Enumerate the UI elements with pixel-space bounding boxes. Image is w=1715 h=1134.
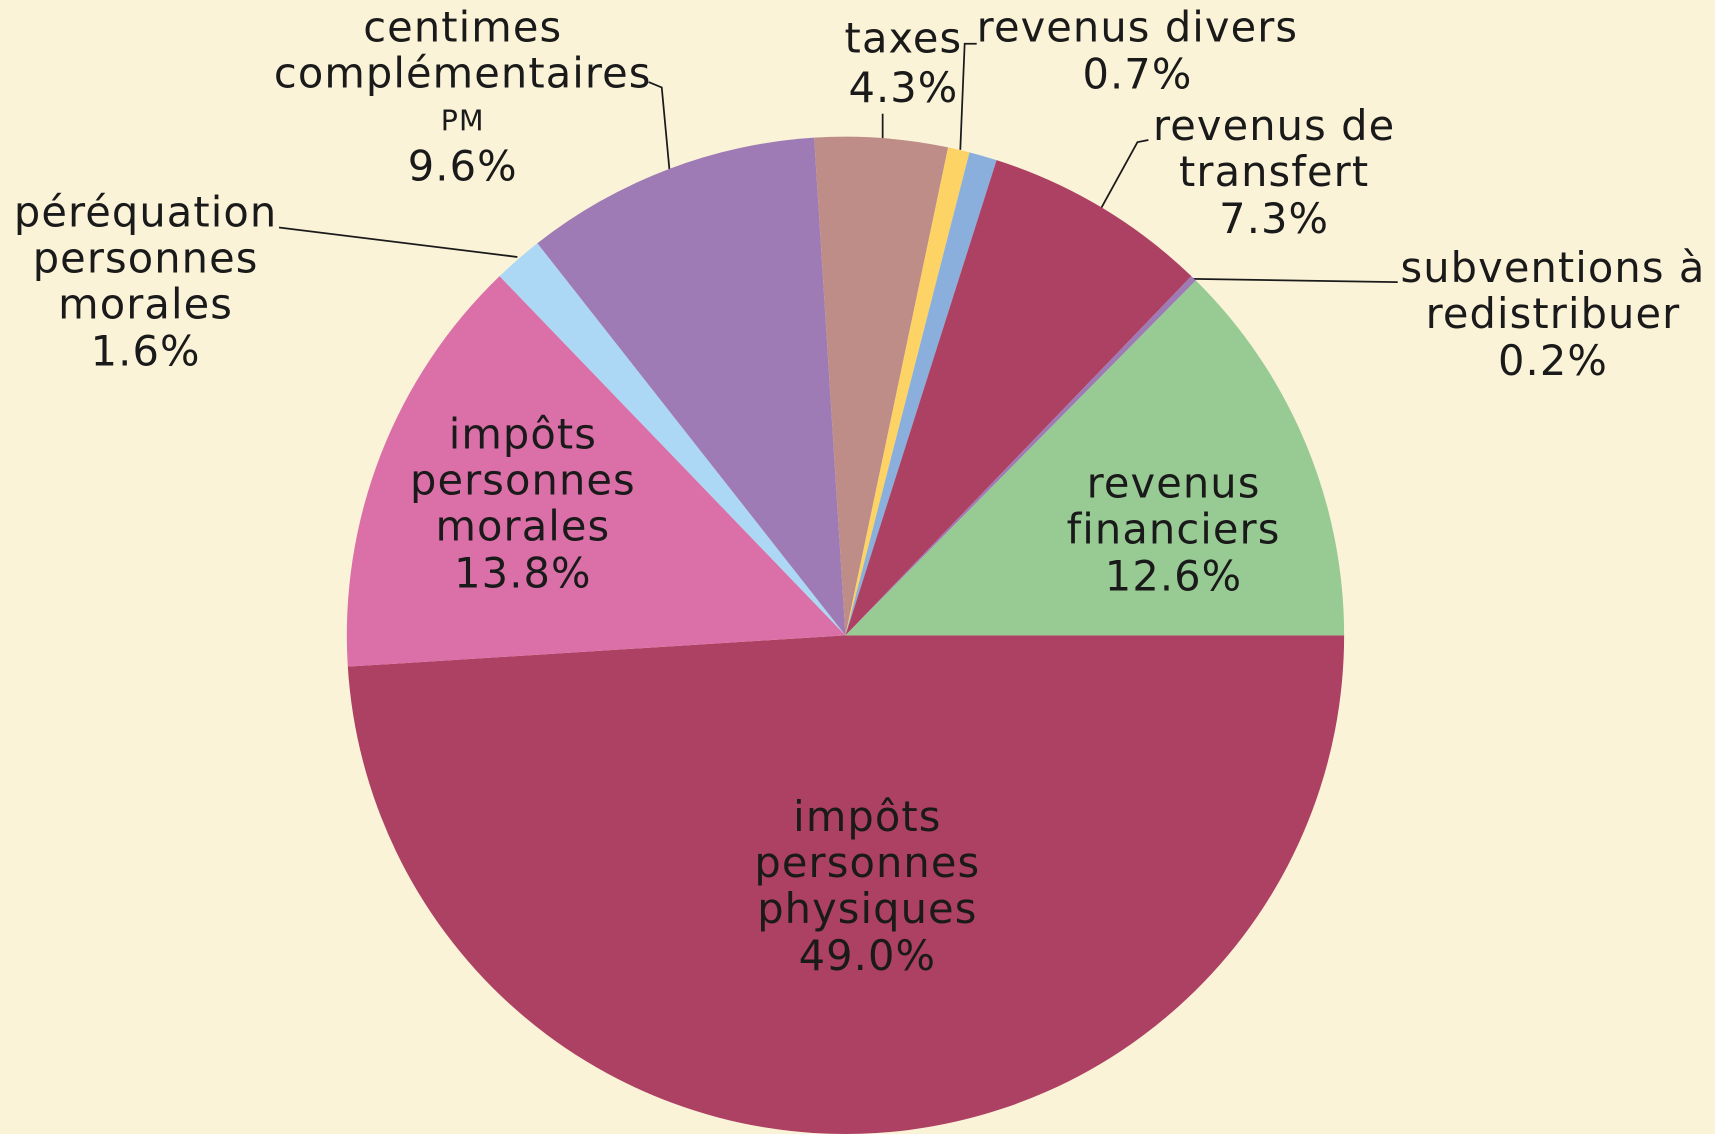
- value-label: 0.7%: [1082, 50, 1192, 99]
- slice-label: morales: [435, 501, 610, 550]
- leader-line: [648, 81, 671, 170]
- slice-label: PM: [441, 104, 485, 137]
- leader-line: [278, 226, 518, 258]
- value-label: 12.6%: [1105, 552, 1242, 601]
- slice-label: personnes: [410, 455, 636, 504]
- pie-slice: [499, 243, 846, 636]
- leader-line: [959, 42, 977, 150]
- slice-label: revenus divers: [977, 3, 1298, 52]
- slice-label: revenus de: [1153, 101, 1395, 150]
- pie-slice: [845, 276, 1196, 636]
- pie-slice: [845, 152, 997, 636]
- value-label: 9.6%: [408, 141, 518, 190]
- slice-label: redistribuer: [1426, 289, 1681, 338]
- slice-label: personnes: [33, 233, 259, 282]
- slice-label: personnes: [754, 838, 980, 887]
- slice-label: subventions à: [1401, 243, 1706, 292]
- slice-label: revenus: [1087, 459, 1261, 508]
- slice-label: physiques: [757, 884, 977, 933]
- pie-slice: [537, 137, 846, 636]
- value-label: 13.8%: [454, 548, 591, 597]
- slice-label: morales: [58, 279, 233, 328]
- pie-slice: [845, 280, 1345, 636]
- value-label: 1.6%: [91, 326, 201, 375]
- slice-label: centimes: [363, 3, 562, 52]
- slice-label: complémentaires: [274, 49, 652, 98]
- pie-slice: [845, 160, 1192, 636]
- slice-label: financiers: [1067, 505, 1281, 554]
- slice-label: impôts: [449, 409, 597, 458]
- value-label: 4.3%: [848, 63, 958, 112]
- leader-line: [1192, 277, 1398, 284]
- value-label: 0.2%: [1498, 336, 1608, 385]
- value-label: 49.0%: [799, 931, 936, 980]
- pie-slice: [347, 635, 1345, 1134]
- pie-slice: [346, 276, 846, 667]
- pie-slice: [845, 147, 970, 636]
- leader-line: [1100, 139, 1149, 209]
- slice-label: péréquation: [14, 187, 277, 236]
- slice-label: taxes: [845, 14, 963, 63]
- slice-label: impôts: [793, 792, 941, 841]
- slice-label: transfert: [1179, 147, 1369, 196]
- value-label: 7.3%: [1219, 194, 1329, 243]
- pie-slice: [814, 136, 949, 636]
